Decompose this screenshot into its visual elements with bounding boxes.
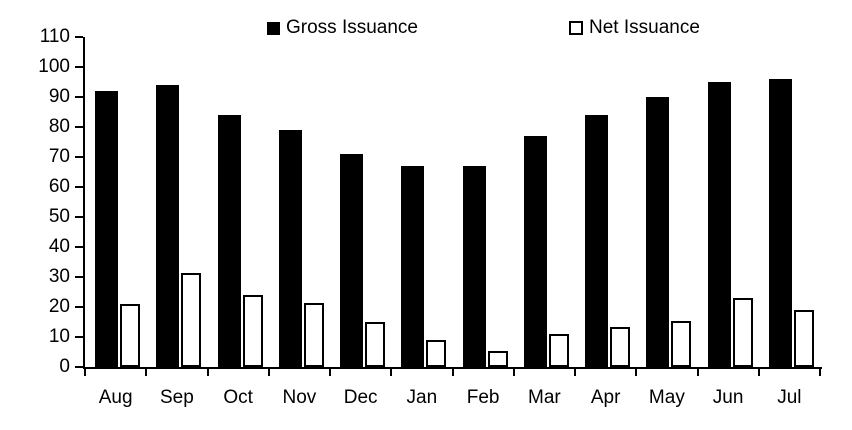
y-tick-mark-70: [75, 156, 83, 158]
y-tick-mark-30: [75, 276, 83, 278]
y-tick-mark-10: [75, 336, 83, 338]
x-tick-mark-5: [390, 369, 393, 376]
y-tick-mark-50: [75, 216, 83, 218]
gross-bar-nov: [278, 130, 302, 367]
x-tick-label-apr: Apr: [590, 387, 621, 408]
x-tick-mark-12: [819, 369, 821, 376]
x-tick-mark-8: [574, 369, 576, 376]
x-tick-label-feb: Feb: [466, 387, 500, 408]
x-tick-label-nov: Nov: [282, 387, 317, 408]
y-tick-label-80: 80: [48, 116, 70, 137]
y-tick-label-110: 110: [39, 26, 70, 47]
plot-area: [83, 37, 822, 369]
x-tick-mark-11: [757, 369, 760, 376]
y-tick-mark-40: [75, 246, 83, 248]
x-tick-label-mar: Mar: [528, 387, 561, 408]
bar-group-aug: [85, 37, 146, 367]
gross-bar-jun: [707, 82, 731, 367]
x-tick-label-sep: Sep: [159, 387, 194, 408]
bar-group-may: [636, 37, 697, 367]
y-tick-label-90: 90: [48, 86, 70, 107]
y-tick-label-20: 20: [48, 296, 70, 317]
y-tick-mark-60: [75, 186, 83, 188]
gross-bar-jul: [768, 79, 792, 367]
y-tick-mark-90: [75, 96, 83, 98]
y-tick-label-10: 10: [48, 326, 70, 347]
gross-bar-oct: [217, 115, 241, 367]
net-bar-nov: [303, 302, 324, 367]
bar-group-oct: [208, 37, 269, 367]
legend-item-net: Net Issuance: [569, 17, 700, 39]
gross-bar-dec: [340, 154, 363, 367]
x-tick-label-aug: Aug: [98, 387, 133, 408]
x-tick-mark-1: [145, 369, 148, 376]
gross-bar-jan: [401, 166, 425, 367]
bar-group-feb: [453, 37, 514, 367]
x-tick-label-may: May: [648, 387, 685, 408]
bar-group-apr: [575, 37, 636, 367]
x-tick-label-jun: Jun: [712, 387, 744, 408]
bar-group-jul: [759, 37, 820, 367]
y-tick-mark-100: [75, 66, 83, 68]
y-tick-mark-0: [75, 366, 83, 368]
x-tick-label-jan: Jan: [406, 387, 438, 408]
net-bar-oct: [242, 295, 263, 367]
x-tick-mark-10: [696, 369, 699, 376]
y-tick-label-100: 100: [38, 56, 70, 77]
bar-group-jun: [698, 37, 759, 367]
y-tick-label-70: 70: [48, 146, 70, 167]
net-bar-aug: [120, 304, 140, 367]
x-tick-label-dec: Dec: [343, 387, 378, 408]
y-tick-mark-110: [75, 36, 83, 38]
y-tick-mark-20: [75, 306, 83, 308]
bar-group-dec: [330, 37, 391, 367]
y-tick-label-60: 60: [48, 176, 70, 197]
gross-bar-aug: [95, 91, 118, 367]
legend-label-net: Net Issuance: [589, 17, 700, 38]
bar-group-mar: [514, 37, 575, 367]
gross-legend-swatch-icon: [267, 21, 280, 35]
x-tick-label-jul: Jul: [777, 387, 802, 408]
x-tick-mark-4: [329, 369, 331, 376]
net-bar-apr: [610, 326, 630, 367]
y-tick-mark-80: [75, 126, 83, 128]
net-bar-jan: [426, 340, 447, 367]
net-bar-dec: [365, 322, 385, 367]
net-bar-jun: [732, 298, 753, 367]
x-tick-mark-9: [635, 369, 638, 376]
gross-bar-apr: [585, 115, 608, 367]
net-bar-jul: [793, 310, 814, 367]
gross-bar-feb: [462, 166, 486, 367]
y-tick-label-30: 30: [48, 266, 70, 287]
legend-item-gross: Gross Issuance: [267, 17, 418, 39]
net-bar-mar: [548, 334, 569, 367]
x-tick-mark-3: [267, 369, 270, 376]
x-tick-label-oct: Oct: [223, 387, 253, 408]
y-tick-label-0: 0: [59, 356, 70, 377]
net-bar-feb: [487, 350, 508, 367]
net-bar-sep: [181, 272, 202, 367]
bar-group-sep: [146, 37, 207, 367]
legend-label-gross: Gross Issuance: [286, 17, 418, 38]
bar-group-jan: [391, 37, 452, 367]
gross-bar-may: [646, 97, 670, 367]
net-bar-may: [671, 320, 692, 367]
x-tick-mark-7: [512, 369, 515, 376]
y-tick-label-40: 40: [48, 236, 70, 257]
x-tick-mark-2: [206, 369, 209, 376]
gross-bar-sep: [156, 85, 180, 367]
x-tick-mark-6: [451, 369, 454, 376]
net-legend-swatch-icon: [569, 21, 583, 35]
bar-group-nov: [269, 37, 330, 367]
gross-bar-mar: [523, 136, 547, 367]
y-tick-label-50: 50: [48, 206, 70, 227]
x-tick-mark-0: [84, 369, 86, 376]
